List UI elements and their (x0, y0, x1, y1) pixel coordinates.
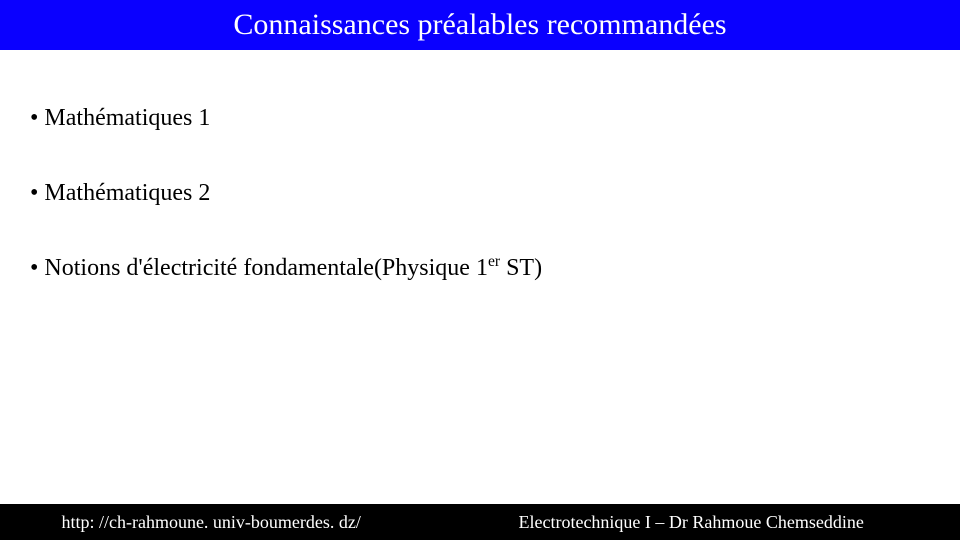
footer-url: http: //ch-rahmoune. univ-boumerdes. dz/ (0, 504, 422, 540)
bullet-text-prefix: Notions d'électricité fondamentale(Physi… (44, 255, 488, 281)
slide-title: Connaissances préalables recommandées (233, 8, 726, 42)
bullet-dot: • (30, 105, 38, 131)
slide-content: •Mathématiques 1 •Mathématiques 2 •Notio… (0, 50, 960, 282)
slide-header: Connaissances préalables recommandées (0, 0, 960, 50)
slide-footer: http: //ch-rahmoune. univ-boumerdes. dz/… (0, 504, 960, 540)
bullet-dot: • (30, 180, 38, 206)
bullet-item: •Mathématiques 2 (30, 180, 930, 207)
bullet-item: •Notions d'électricité fondamentale(Phys… (30, 255, 930, 282)
bullet-text-suffix: ST) (500, 255, 542, 281)
bullet-dot: • (30, 255, 38, 281)
bullet-text: Mathématiques 2 (44, 180, 210, 206)
bullet-text: Mathématiques 1 (44, 105, 210, 131)
bullet-item: •Mathématiques 1 (30, 105, 930, 132)
bullet-superscript: er (488, 253, 500, 270)
footer-course-author: Electrotechnique I – Dr Rahmoue Chemsedd… (422, 504, 960, 540)
